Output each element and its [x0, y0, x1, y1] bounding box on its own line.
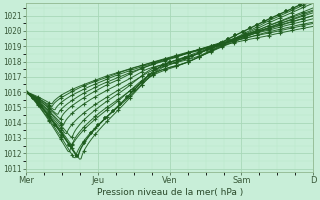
X-axis label: Pression niveau de la mer( hPa ): Pression niveau de la mer( hPa ) [97, 188, 243, 197]
